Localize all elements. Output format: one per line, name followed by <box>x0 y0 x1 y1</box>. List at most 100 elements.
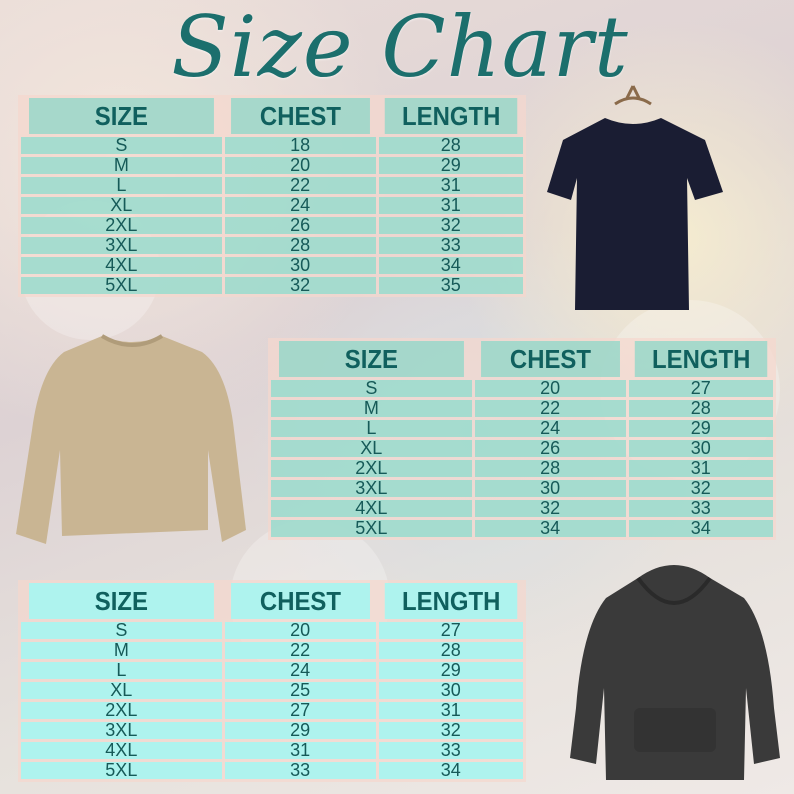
page-title: Size Chart <box>171 0 629 96</box>
table-row: XL 24 31 <box>21 196 523 214</box>
table-row: 3XL 30 32 <box>271 479 773 497</box>
column-header: SIZE <box>279 341 464 377</box>
table-cell: L <box>21 176 222 194</box>
size-table-sweatshirt: SIZE CHEST LENGTH S 20 27 M 22 28 L 24 29 XL 26 30 2XL 2… <box>268 338 776 540</box>
column-header: CHEST <box>480 341 620 377</box>
table-cell: 22 <box>224 641 376 659</box>
table-row: 5XL 32 35 <box>21 276 523 294</box>
column-header: CHEST <box>230 583 370 619</box>
table-cell: 26 <box>474 439 626 457</box>
table-cell: 30 <box>224 256 376 274</box>
table-cell: 30 <box>628 439 773 457</box>
size-table-tshirt: SIZE CHEST LENGTH S 18 28 M 20 29 L 22 31 XL 24 31 2XL 2… <box>18 95 526 297</box>
table-row: XL 25 30 <box>21 681 523 699</box>
table-cell: 22 <box>224 176 376 194</box>
table-row: M 20 29 <box>21 156 523 174</box>
table-cell: 33 <box>378 236 523 254</box>
tshirt-image <box>547 85 723 310</box>
table-cell: 28 <box>474 459 626 477</box>
table-cell: 31 <box>628 459 773 477</box>
table-cell: 30 <box>378 681 523 699</box>
table-cell: 32 <box>474 499 626 517</box>
column-header: CHEST <box>230 98 370 134</box>
table-cell: L <box>271 419 472 437</box>
column-header: LENGTH <box>384 98 518 134</box>
table-cell: M <box>21 641 222 659</box>
table-row: S 18 28 <box>21 136 523 154</box>
table-cell: 18 <box>224 136 376 154</box>
table-cell: 4XL <box>21 741 222 759</box>
table-row: 4XL 30 34 <box>21 256 523 274</box>
table-cell: 27 <box>378 621 523 639</box>
table-cell: 5XL <box>21 276 222 294</box>
table-row: M 22 28 <box>271 399 773 417</box>
table-cell: 25 <box>224 681 376 699</box>
table-cell: 2XL <box>271 459 472 477</box>
table-cell: 28 <box>628 399 773 417</box>
table-cell: 32 <box>224 276 376 294</box>
table-cell: 3XL <box>21 236 222 254</box>
table-cell: M <box>21 156 222 174</box>
table-cell: 32 <box>378 216 523 234</box>
table-cell: 5XL <box>21 761 222 779</box>
table-cell: 31 <box>378 701 523 719</box>
table-row: S 20 27 <box>271 379 773 397</box>
table-cell: 26 <box>224 216 376 234</box>
table-row: 2XL 26 32 <box>21 216 523 234</box>
table-cell: 29 <box>378 661 523 679</box>
table-row: M 22 28 <box>21 641 523 659</box>
hoodie-image <box>570 565 780 780</box>
table-cell: 24 <box>224 661 376 679</box>
table-row: 4XL 31 33 <box>21 741 523 759</box>
table-cell: 29 <box>628 419 773 437</box>
table-cell: 34 <box>378 256 523 274</box>
table-cell: XL <box>271 439 472 457</box>
column-header: LENGTH <box>634 341 768 377</box>
table-cell: 2XL <box>21 701 222 719</box>
table-cell: S <box>21 621 222 639</box>
table-cell: 20 <box>224 156 376 174</box>
table-cell: 33 <box>224 761 376 779</box>
table-cell: 28 <box>224 236 376 254</box>
table-row: L 24 29 <box>21 661 523 679</box>
table-cell: XL <box>21 196 222 214</box>
table-cell: 29 <box>224 721 376 739</box>
table-cell: 35 <box>378 276 523 294</box>
table-cell: 29 <box>378 156 523 174</box>
table-row: S 20 27 <box>21 621 523 639</box>
table-cell: 4XL <box>21 256 222 274</box>
table-cell: M <box>271 399 472 417</box>
table-row: 4XL 32 33 <box>271 499 773 517</box>
table-row: 2XL 27 31 <box>21 701 523 719</box>
table-cell: 33 <box>628 499 773 517</box>
table-cell: 27 <box>224 701 376 719</box>
table-cell: 24 <box>224 196 376 214</box>
table-cell: XL <box>21 681 222 699</box>
table-cell: 27 <box>628 379 773 397</box>
table-cell: 32 <box>378 721 523 739</box>
table-row: L 22 31 <box>21 176 523 194</box>
table-row: 2XL 28 31 <box>271 459 773 477</box>
table-cell: 31 <box>378 176 523 194</box>
table-row: 3XL 29 32 <box>21 721 523 739</box>
table-cell: 3XL <box>271 479 472 497</box>
column-header: SIZE <box>29 583 214 619</box>
column-header: LENGTH <box>384 583 518 619</box>
table-cell: 33 <box>378 741 523 759</box>
table-cell: 5XL <box>271 519 472 537</box>
table-cell: 20 <box>224 621 376 639</box>
table-cell: 31 <box>224 741 376 759</box>
table-cell: 24 <box>474 419 626 437</box>
table-cell: 31 <box>378 196 523 214</box>
table-cell: 34 <box>378 761 523 779</box>
table-cell: L <box>21 661 222 679</box>
table-cell: 34 <box>628 519 773 537</box>
table-cell: 28 <box>378 136 523 154</box>
table-row: 5XL 33 34 <box>21 761 523 779</box>
table-cell: 30 <box>474 479 626 497</box>
table-row: L 24 29 <box>271 419 773 437</box>
table-row: 5XL 34 34 <box>271 519 773 537</box>
table-cell: 2XL <box>21 216 222 234</box>
table-row: 3XL 28 33 <box>21 236 523 254</box>
table-cell: 22 <box>474 399 626 417</box>
